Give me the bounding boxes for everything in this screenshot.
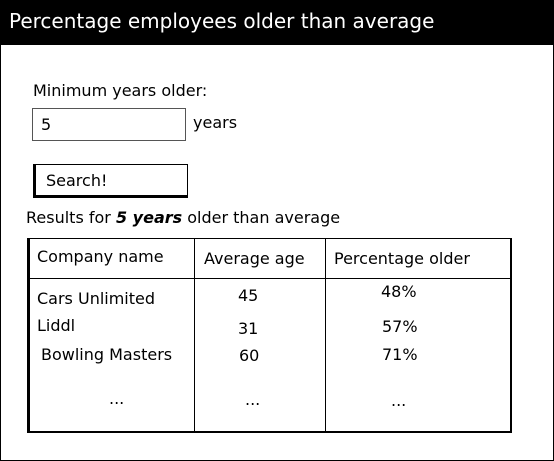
header-company-name: Company name (37, 247, 164, 266)
search-button[interactable]: Search! (33, 164, 188, 198)
row-2-percentage: 57% (382, 317, 418, 336)
row-2-average-age: 31 (238, 319, 259, 338)
row-1-percentage: 48% (381, 282, 417, 301)
row-1-company: Cars Unlimited (37, 289, 156, 308)
years-unit-label: years (193, 113, 238, 132)
row-more-company: ... (109, 389, 125, 408)
row-3-average-age: 60 (239, 346, 260, 365)
row-1-average-age: 45 (238, 286, 259, 305)
header-percentage-older: Percentage older (334, 249, 470, 268)
min-years-input[interactable] (32, 108, 186, 141)
row-3-company: Bowling Masters (41, 345, 173, 364)
min-years-label: Minimum years older: (33, 81, 208, 100)
header-average-age: Average age (204, 249, 305, 268)
row-more-average-age: ... (245, 390, 261, 409)
results-summary: Results for 5 years older than average (26, 208, 340, 227)
results-table: Company name Average age Percentage olde… (27, 238, 512, 433)
results-years: 5 years (115, 208, 183, 227)
window-title: Percentage employees older than average (1, 1, 553, 45)
header-divider (30, 278, 510, 279)
row-2-company: Liddl (37, 316, 76, 335)
row-3-percentage: 71% (382, 345, 418, 364)
results-suffix: older than average (182, 208, 341, 227)
column-divider (194, 239, 195, 431)
row-more-percentage: ... (391, 391, 407, 410)
results-prefix: Results for (26, 208, 116, 227)
column-divider (325, 239, 326, 431)
